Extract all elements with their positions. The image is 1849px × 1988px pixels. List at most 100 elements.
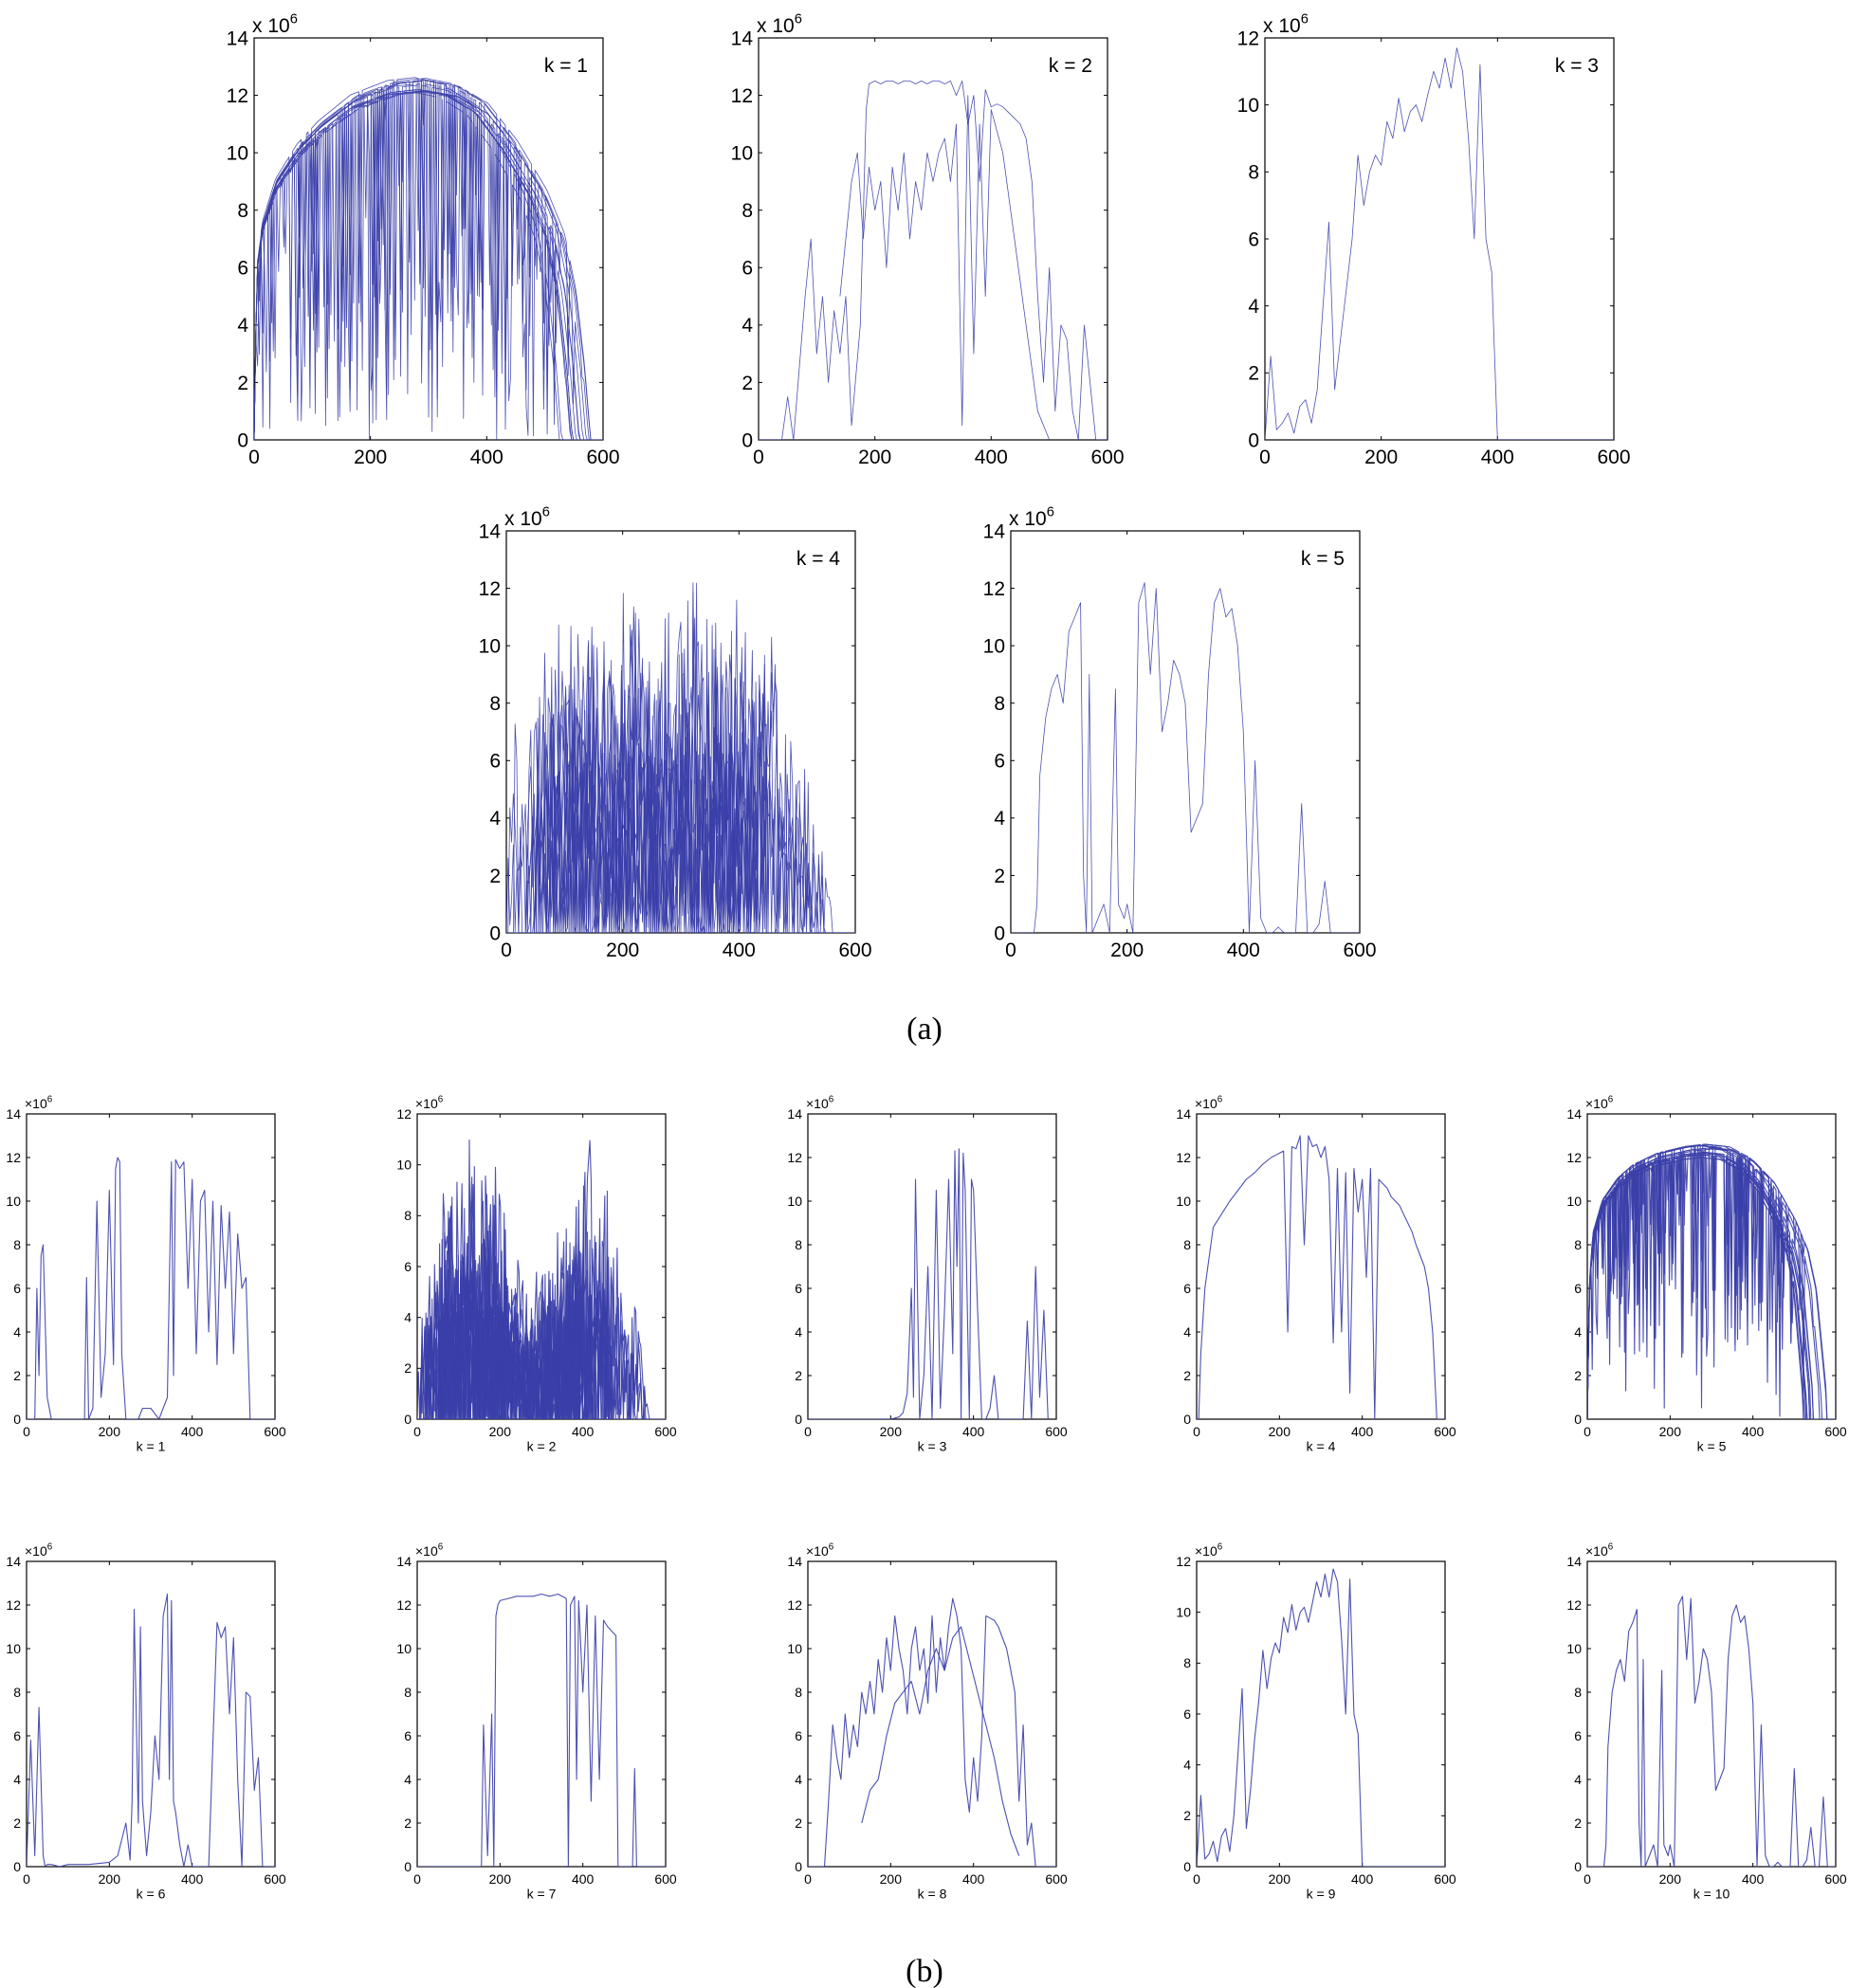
y-tick-label: 12 — [6, 1597, 21, 1613]
x-tick-label: 400 — [723, 939, 756, 961]
y-tick-label: 6 — [489, 751, 501, 773]
plot-frame — [807, 1560, 1057, 1868]
y-tick-label: 14 — [6, 1106, 21, 1122]
plot-frame — [1586, 1113, 1837, 1420]
exponent-label: x 106 — [504, 505, 550, 530]
panel-k-label: k = 4 — [796, 548, 840, 570]
exponent-label: ×106 — [806, 1095, 834, 1111]
x-tick-label: 600 — [1434, 1871, 1456, 1887]
y-tick-label: 4 — [237, 315, 248, 337]
panel-k-label: k = 8 — [918, 1887, 947, 1902]
x-tick-label: 200 — [99, 1424, 121, 1439]
data-trace-2 — [839, 95, 1051, 440]
y-tick-label: 2 — [741, 373, 753, 394]
y-tick-label: 8 — [994, 693, 1005, 715]
y-tick-label: 0 — [741, 429, 753, 451]
x-tick-label: 200 — [99, 1871, 121, 1887]
chart-panel-4: 0 200 400 600 0 2 4 6 8 10 12 14x 106 k = 4 — [479, 505, 872, 961]
data-trace-1 — [1197, 1568, 1445, 1867]
chart-panel-1: 0 200 400 600 0 2 4 6 8 10 12 14x 106 k = 1 — [227, 12, 620, 468]
exponent-power: 6 — [1217, 1542, 1223, 1553]
y-tick-label: 12 — [396, 1106, 412, 1122]
y-tick-label: 6 — [1574, 1728, 1582, 1743]
panel-k-label: k = 5 — [1697, 1439, 1727, 1454]
data-trace-13 — [254, 82, 603, 440]
data-trace-2 — [861, 1626, 1020, 1856]
y-tick-label: 4 — [741, 315, 753, 337]
y-tick-label: 4 — [795, 1324, 802, 1340]
x-tick-label: 400 — [572, 1871, 595, 1887]
data-trace-7 — [254, 78, 603, 440]
y-tick-label: 14 — [1566, 1106, 1582, 1122]
x-tick-label: 600 — [1597, 447, 1630, 468]
y-tick-label: 0 — [13, 1412, 21, 1427]
y-tick-label: 4 — [795, 1772, 802, 1787]
y-tick-label: 12 — [6, 1150, 21, 1165]
y-tick-label: 10 — [1566, 1194, 1582, 1209]
y-tick-label: 0 — [795, 1412, 802, 1427]
y-tick-label: 14 — [983, 520, 1006, 542]
data-trace-1 — [1197, 1135, 1445, 1419]
y-tick-label: 6 — [1183, 1281, 1191, 1296]
x-tick-label: 0 — [1584, 1871, 1591, 1887]
panel-k-label: k = 7 — [527, 1887, 557, 1902]
x-tick-label: 400 — [1481, 447, 1514, 468]
y-tick-label: 10 — [731, 142, 753, 164]
x-tick-label: 0 — [248, 447, 260, 468]
y-tick-label: 4 — [13, 1772, 21, 1787]
y-tick-label: 4 — [489, 808, 501, 830]
panel-k-label: k = 2 — [527, 1439, 557, 1454]
y-tick-label: 2 — [994, 866, 1005, 887]
data-trace-4 — [1587, 1148, 1836, 1419]
y-tick-label: 10 — [227, 142, 248, 164]
y-tick-label: 6 — [795, 1281, 802, 1296]
x-tick-label: 600 — [1343, 939, 1376, 961]
y-tick-label: 8 — [795, 1237, 802, 1252]
x-tick-label: 200 — [1659, 1871, 1682, 1887]
x-tick-label: 600 — [264, 1424, 286, 1439]
y-tick-label: 6 — [1248, 228, 1259, 250]
x-tick-label: 400 — [1742, 1424, 1765, 1439]
x-tick-label: 0 — [413, 1871, 421, 1887]
data-trace-10 — [506, 753, 855, 933]
panel-k-label: k = 9 — [1307, 1887, 1336, 1902]
x-tick-label: 600 — [1045, 1871, 1068, 1887]
y-tick-label: 2 — [404, 1360, 412, 1376]
chart-panel-5: 0 200 400 600 0 2 4 6 8 10 12 14x 106 k = 5 — [983, 505, 1377, 961]
data-trace-14 — [254, 89, 603, 440]
x-tick-label: 400 — [181, 1871, 204, 1887]
exponent-power: 6 — [47, 1542, 53, 1553]
data-trace-1 — [27, 1157, 275, 1419]
x-tick-label: 0 — [1005, 939, 1016, 961]
data-trace-12 — [506, 642, 855, 933]
y-tick-label: 2 — [1574, 1368, 1582, 1383]
exponent-power: 6 — [829, 1095, 834, 1105]
panel-k-label: k = 10 — [1693, 1887, 1730, 1902]
plot-frame — [416, 1560, 667, 1868]
data-trace-6 — [254, 84, 603, 440]
y-tick-label: 6 — [404, 1259, 412, 1274]
y-tick-label: 4 — [1248, 296, 1259, 318]
x-tick-label: 200 — [1659, 1424, 1682, 1439]
y-tick-label: 12 — [1176, 1554, 1191, 1569]
data-trace-6 — [1587, 1151, 1836, 1419]
y-tick-label: 12 — [396, 1597, 412, 1613]
y-tick-label: 4 — [1574, 1324, 1582, 1340]
y-tick-label: 6 — [741, 258, 753, 280]
data-trace-1 — [1587, 1596, 1836, 1867]
exponent-label: ×106 — [1195, 1542, 1223, 1559]
exponent-power: 6 — [438, 1542, 444, 1553]
chart-panel-8: 0 200 400 600 0 2 4 6 8 10 12 14×106 k = 3 — [787, 1095, 1067, 1454]
y-tick-label: 10 — [396, 1641, 412, 1656]
y-tick-label: 12 — [731, 85, 753, 107]
plot-frame — [1264, 37, 1615, 441]
x-tick-label: 400 — [975, 447, 1008, 468]
y-tick-label: 2 — [13, 1815, 21, 1831]
chart-panel-2: 0 200 400 600 0 2 4 6 8 10 12 14x 106 k = 2 — [731, 12, 1125, 468]
exponent-power: 6 — [1301, 12, 1309, 27]
y-tick-label: 0 — [1248, 429, 1259, 451]
x-tick-label: 600 — [586, 447, 619, 468]
y-tick-label: 8 — [795, 1685, 802, 1700]
y-tick-label: 0 — [404, 1859, 412, 1874]
